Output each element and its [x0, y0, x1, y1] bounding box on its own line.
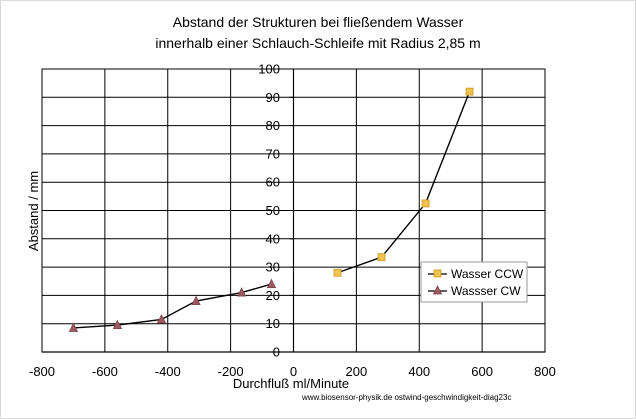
footer-text: www.biosensor-physik.de ostwind-geschwin… [301, 393, 511, 402]
x-tick-labels: -800 -600 -400 -200 0 200 400 600 800 [29, 364, 556, 379]
series-cw-point [236, 287, 247, 297]
x-tick-label: 400 [408, 364, 430, 379]
y-tick-label: 80 [266, 118, 280, 133]
x-tick-label: -400 [155, 364, 181, 379]
legend-cw-label: Wassser CW [451, 284, 521, 298]
series-cw-point [156, 314, 167, 324]
y-tick-label: 20 [266, 288, 280, 303]
legend-ccw-marker [433, 269, 442, 278]
y-tick-label: 60 [266, 175, 280, 190]
legend-box [420, 261, 528, 303]
series-cw-line [73, 283, 272, 329]
y-tick-label: 70 [266, 146, 280, 161]
y-tick-label: 50 [266, 203, 280, 218]
x-tick-label: 200 [346, 364, 368, 379]
legend-cw-marker [432, 285, 443, 295]
x-axis-label: Durchfluß ml/Minute [233, 376, 349, 391]
x-tick-label: 600 [471, 364, 493, 379]
y-tick-label: 40 [266, 231, 280, 246]
x-tick-label: 800 [534, 364, 556, 379]
chart-subtitle: innerhalb einer Schlauch-Schleife mit Ra… [155, 35, 480, 51]
series-ccw-point [377, 253, 386, 262]
series-cw-point [68, 322, 79, 332]
axes [42, 68, 545, 353]
x-tick-label: -200 [218, 364, 244, 379]
y-tick-label: 100 [258, 62, 280, 77]
y-axis-label: Abstand / mm [26, 171, 41, 251]
series-cw-point [266, 278, 277, 288]
y-tick-labels: 0 10 20 30 40 50 60 70 80 90 100 [258, 62, 280, 360]
y-tick-label: 0 [273, 345, 280, 360]
legend-ccw-label: Wasser CCW [451, 267, 524, 281]
series-ccw-line [337, 91, 471, 274]
series-cw-point [191, 295, 201, 305]
series-lines [73, 91, 471, 329]
series-markers [68, 87, 474, 332]
series-cw-point [112, 319, 123, 330]
chart-title: Abstand der Strukturen bei fließendem Wa… [173, 14, 464, 30]
legend: Wasser CCW Wassser CW [420, 261, 528, 303]
y-tick-label: 10 [266, 316, 280, 331]
x-tick-label: -800 [29, 364, 55, 379]
x-tick-label: 0 [290, 364, 297, 379]
series-ccw-point [465, 87, 474, 96]
series-ccw-point [333, 268, 342, 277]
y-tick-label: 30 [266, 260, 280, 275]
y-tick-label: 90 [266, 90, 280, 105]
x-tick-label: -600 [92, 364, 118, 379]
series-ccw-point [421, 199, 430, 208]
